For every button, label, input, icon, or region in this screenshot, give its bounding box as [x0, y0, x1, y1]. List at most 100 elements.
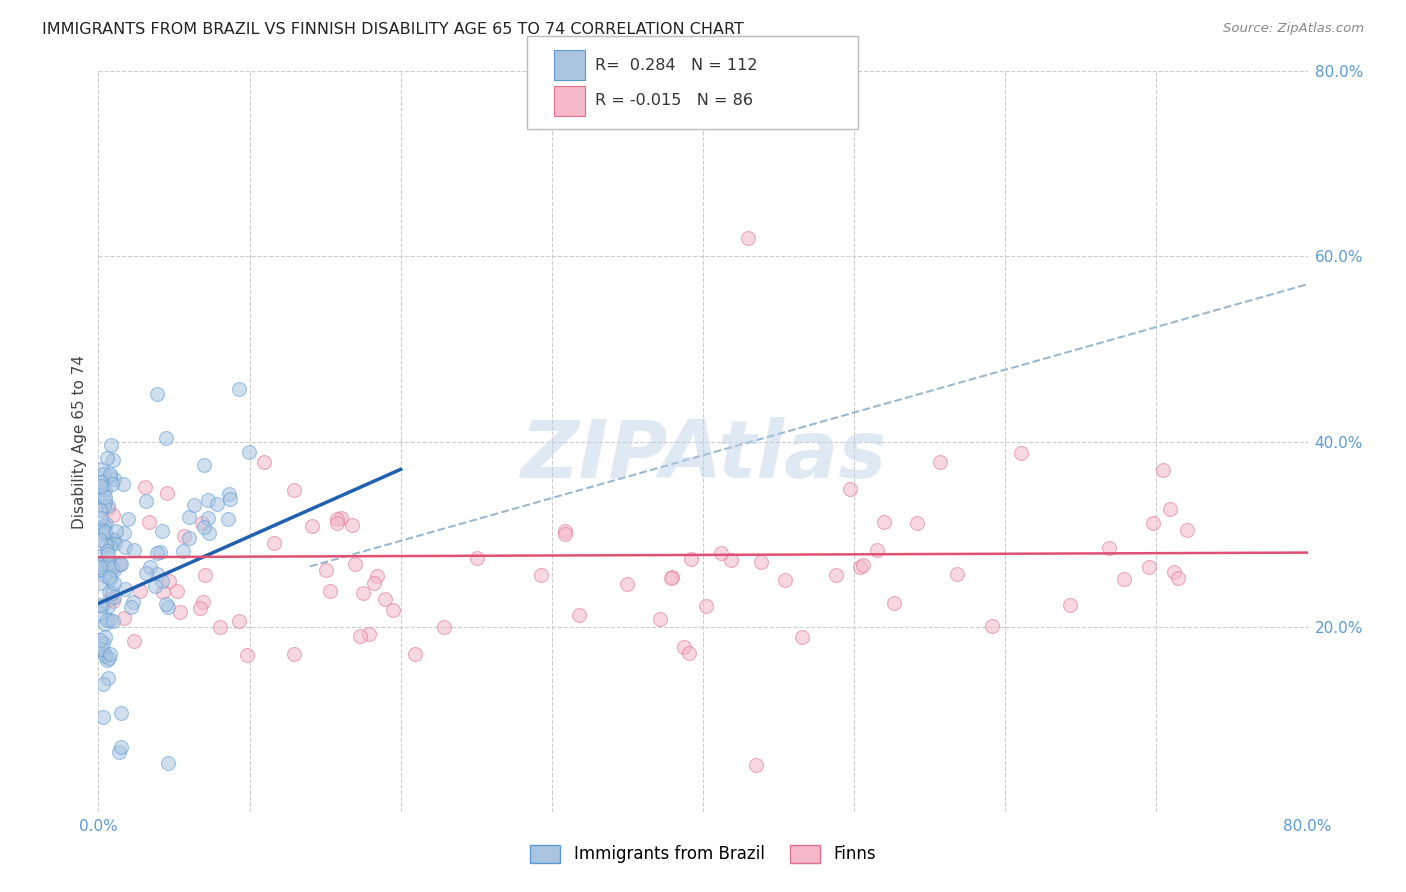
Point	[1114, 572, 1136, 586]
Point	[263, 536, 285, 550]
Point	[530, 568, 553, 582]
Point	[98, 647, 121, 661]
Point	[218, 487, 240, 501]
Point	[96, 538, 118, 552]
Point	[150, 524, 173, 538]
Point	[103, 472, 125, 486]
Point	[152, 585, 174, 599]
Point	[103, 576, 125, 591]
Point	[329, 511, 352, 525]
Point	[404, 647, 426, 661]
Point	[155, 597, 177, 611]
Point	[1177, 523, 1199, 537]
Point	[98, 569, 121, 583]
Point	[94, 524, 117, 539]
Text: Source: ZipAtlas.com: Source: ZipAtlas.com	[1223, 22, 1364, 36]
Point	[90, 561, 112, 575]
Point	[145, 546, 167, 560]
Point	[349, 629, 371, 643]
Point	[114, 541, 136, 555]
Point	[946, 566, 969, 581]
Point	[110, 557, 132, 571]
Point	[143, 579, 166, 593]
Point	[197, 511, 219, 525]
Point	[111, 476, 134, 491]
Point	[110, 739, 132, 754]
Point	[616, 576, 638, 591]
Point	[681, 552, 703, 566]
Point	[172, 544, 194, 558]
Point	[112, 525, 135, 540]
Point	[96, 653, 118, 667]
Point	[89, 559, 111, 574]
Point	[648, 612, 671, 626]
Point	[89, 503, 111, 517]
Point	[91, 557, 114, 571]
Text: R = -0.015   N = 86: R = -0.015 N = 86	[595, 94, 752, 108]
Point	[315, 563, 337, 577]
Point	[91, 523, 114, 537]
Point	[122, 634, 145, 648]
Point	[135, 566, 157, 581]
Point	[97, 671, 120, 685]
Point	[773, 573, 796, 587]
Point	[1163, 565, 1185, 579]
Point	[193, 458, 215, 472]
Point	[554, 527, 576, 541]
Point	[93, 677, 115, 691]
Point	[197, 492, 219, 507]
Point	[89, 479, 111, 493]
Point	[873, 516, 896, 530]
Point	[283, 648, 305, 662]
Point	[128, 583, 150, 598]
Point	[138, 515, 160, 529]
Point	[93, 490, 115, 504]
Point	[101, 561, 124, 575]
Point	[90, 557, 112, 571]
Point	[90, 462, 112, 476]
Legend: Immigrants from Brazil, Finns: Immigrants from Brazil, Finns	[524, 838, 882, 870]
Point	[188, 601, 211, 615]
Point	[94, 630, 117, 644]
Point	[283, 483, 305, 498]
Point	[883, 596, 905, 610]
Point	[198, 525, 221, 540]
Point	[98, 573, 121, 587]
Point	[382, 603, 405, 617]
Point	[114, 582, 136, 597]
Point	[849, 560, 872, 574]
Point	[157, 574, 180, 588]
Point	[1159, 502, 1181, 516]
Point	[112, 610, 135, 624]
Point	[228, 614, 250, 628]
Point	[104, 536, 127, 550]
Point	[253, 455, 276, 469]
Point	[340, 517, 363, 532]
Point	[98, 467, 121, 481]
Point	[326, 516, 349, 530]
Point	[366, 569, 388, 583]
Point	[146, 566, 169, 581]
Point	[177, 509, 200, 524]
Point	[138, 559, 160, 574]
Point	[89, 576, 111, 591]
Point	[101, 453, 124, 467]
Point	[120, 599, 142, 614]
Point	[110, 706, 132, 721]
Point	[108, 557, 131, 571]
Point	[122, 595, 145, 609]
Point	[90, 599, 112, 613]
Point	[695, 599, 717, 613]
Point	[568, 607, 591, 622]
Point	[96, 613, 118, 627]
Point	[89, 598, 111, 612]
Point	[173, 529, 195, 543]
Point	[319, 584, 342, 599]
Point	[357, 627, 380, 641]
Point	[93, 519, 115, 533]
Point	[155, 431, 177, 445]
Point	[134, 480, 156, 494]
Point	[1059, 598, 1081, 612]
Point	[218, 492, 240, 507]
Point	[166, 584, 188, 599]
